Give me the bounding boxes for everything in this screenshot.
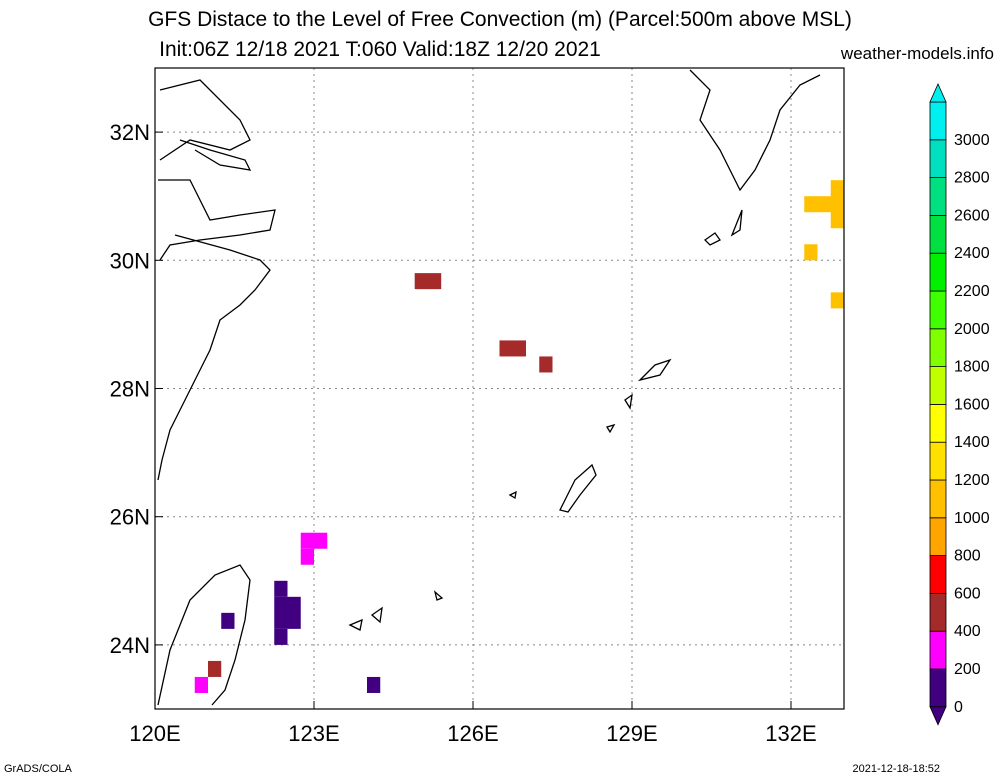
colorbar-swatch (929, 593, 947, 632)
colorbar-label: 1600 (954, 396, 990, 413)
colorbar-top-arrow (929, 83, 947, 103)
colorbar-swatch (929, 101, 947, 141)
field-cell (300, 532, 328, 549)
y-axis-ticks: 24N 26N 28N 30N 32N (110, 120, 163, 658)
x-tick-label: 126E (447, 721, 498, 746)
field-cells (194, 180, 844, 693)
y-tick-label: 32N (110, 120, 150, 145)
field-cell (414, 273, 442, 290)
field-cell (274, 580, 288, 597)
colorbar-label: 2200 (954, 283, 990, 300)
colorbar: 0 200 400 600 800 1000 1200 1400 1600 1800 2000 220… (929, 83, 990, 726)
colorbar-swatch (929, 366, 947, 405)
footer-software: GrADS/COLA (4, 763, 72, 775)
colorbar-label: 200 (954, 661, 981, 678)
colorbar-label: 1200 (954, 472, 990, 489)
y-tick-label: 26N (110, 505, 150, 530)
ryukyu-islands (348, 209, 743, 631)
kyushu-coast (689, 69, 821, 192)
map-title: GFS Distace to the Level of Free Convect… (148, 8, 852, 31)
colorbar-label: 2000 (954, 321, 990, 338)
x-tick-label: 132E (765, 721, 816, 746)
colorbar-label: 2800 (954, 170, 990, 187)
field-cell (208, 660, 222, 677)
colorbar-label: 400 (954, 623, 981, 640)
colorbar-label: 800 (954, 548, 981, 565)
colorbar-swatch (929, 630, 947, 670)
colorbar-swatch (929, 555, 947, 594)
field-cell (194, 676, 208, 693)
y-tick-label: 24N (110, 633, 150, 658)
field-cell (221, 612, 235, 629)
footer-timestamp: 2021-12-18-18:52 (852, 763, 940, 775)
colorbar-swatch (929, 517, 947, 556)
x-tick-label: 129E (606, 721, 657, 746)
colorbar-label: 1800 (954, 359, 990, 376)
field-cell (300, 548, 314, 565)
colorbar-label: 1400 (954, 434, 990, 451)
colorbar-swatch (929, 403, 947, 443)
y-tick-label: 30N (110, 248, 150, 273)
x-tick-label: 120E (129, 721, 180, 746)
coastlines (157, 69, 821, 706)
field-cell (804, 244, 818, 261)
x-tick-label: 123E (288, 721, 339, 746)
field-cell (367, 676, 381, 693)
field-cell (274, 628, 288, 645)
field-cell (499, 340, 526, 357)
field-cell (539, 356, 553, 373)
grid-lines (154, 68, 844, 709)
colorbar-label: 0 (954, 699, 963, 716)
colorbar-swatch (929, 441, 947, 481)
colorbar-swatch (929, 214, 947, 254)
taiwan-coast (157, 564, 251, 706)
yangtze-estuary (179, 139, 252, 171)
y-tick-label: 28N (110, 377, 150, 402)
colorbar-label: 1000 (954, 510, 990, 527)
china-coast (157, 79, 276, 481)
x-axis-ticks: 120E 123E 126E 129E 132E (129, 701, 817, 746)
colorbar-bottom-arrow (929, 706, 947, 726)
field-cell (830, 292, 844, 309)
colorbar-label: 3000 (954, 132, 990, 149)
site-credit[interactable]: weather-models.info (840, 44, 994, 63)
colorbar-swatch (929, 139, 947, 179)
colorbar-swatch (929, 252, 947, 292)
colorbar-swatch (929, 328, 947, 367)
colorbar-label: 2400 (954, 245, 990, 262)
field-cell (274, 596, 301, 629)
colorbar-swatch (929, 668, 947, 708)
colorbar-label: 600 (954, 585, 981, 602)
field-cell (830, 180, 844, 229)
colorbar-label: 2600 (954, 207, 990, 224)
map-subtitle: Init:06Z 12/18 2021 T:060 Valid:18Z 12/2… (159, 38, 601, 61)
colorbar-swatch (929, 479, 947, 519)
colorbar-swatch (929, 290, 947, 330)
colorbar-swatch (929, 177, 947, 216)
